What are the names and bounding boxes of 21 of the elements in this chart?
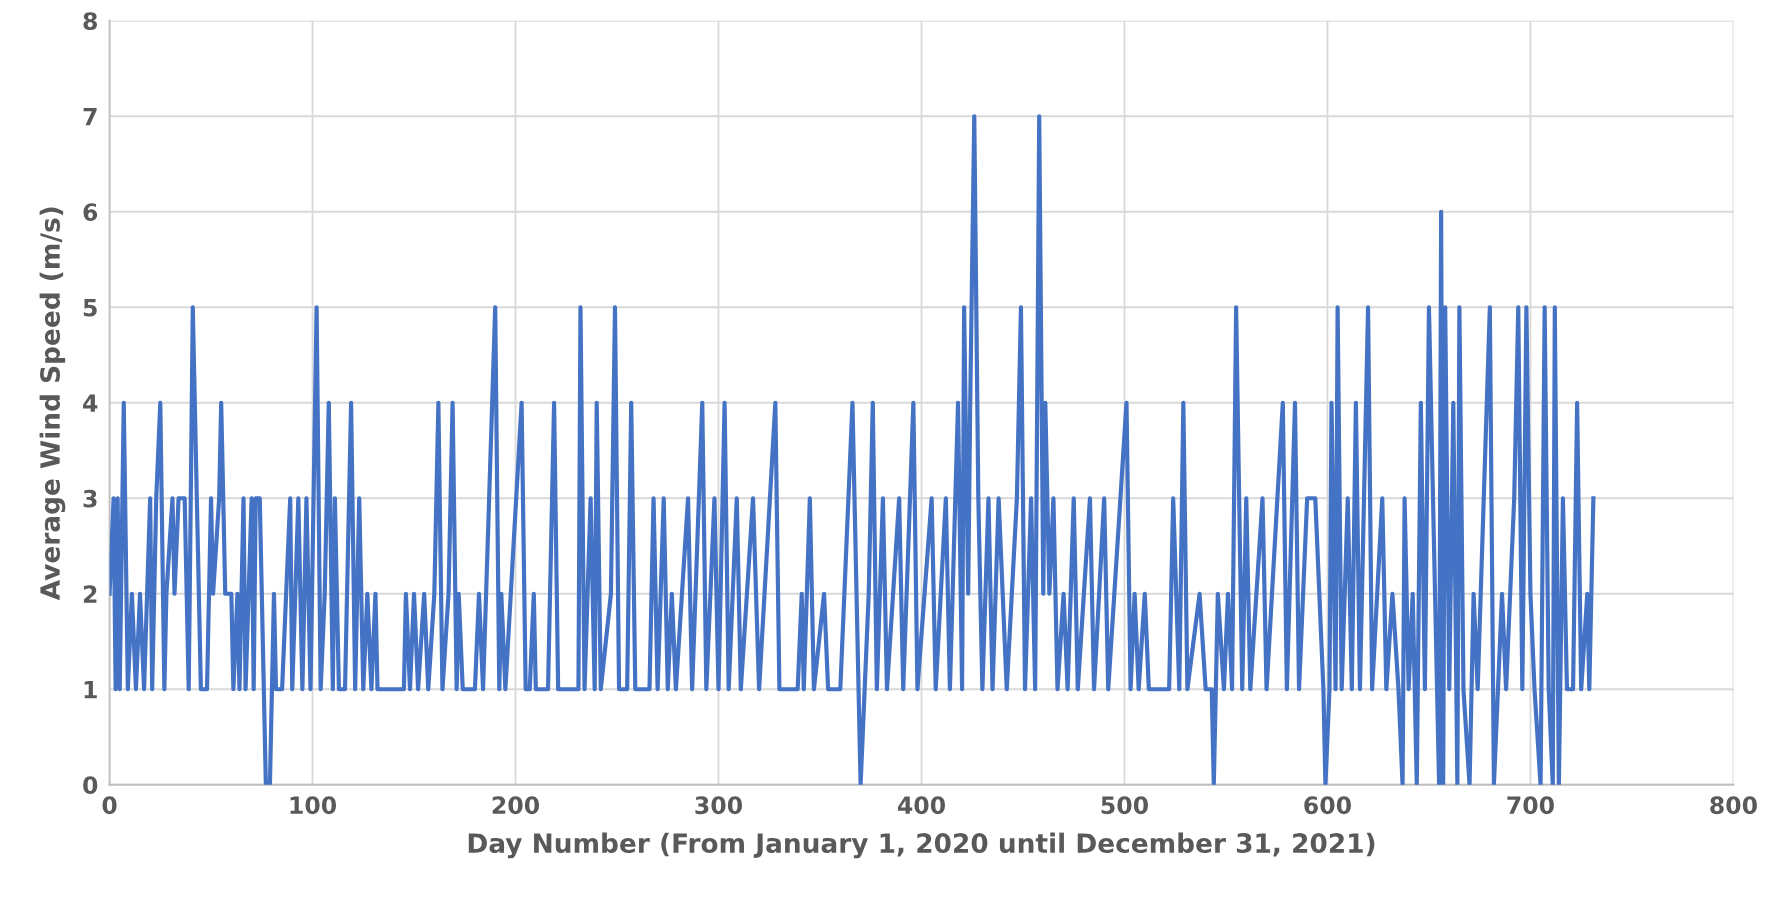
x-tick-label: 700 (1507, 796, 1554, 815)
line-series (109, 114, 1596, 785)
y-axis-title: Average Wind Speed (m/s) (39, 207, 66, 601)
x-tick-label: 200 (492, 796, 540, 815)
x-axis-title: Day Number (From January 1, 2020 until December 31, 2021) (468, 832, 1375, 859)
y-tick-label: 1 (84, 681, 97, 699)
y-tick-label: 2 (83, 585, 97, 603)
x-tick-label: 800 (1710, 796, 1757, 815)
y-tick-label: 4 (83, 394, 98, 412)
x-tick-label: 500 (1101, 796, 1148, 815)
x-tick-label: 0 (102, 796, 117, 815)
y-tick-label: 3 (83, 489, 97, 508)
x-tick-label: 300 (695, 796, 743, 815)
x-tick-label: 100 (290, 796, 337, 815)
y-tick-label: 0 (83, 776, 98, 795)
x-tick-label: 400 (897, 796, 945, 815)
y-tick-label: 8 (83, 12, 97, 31)
y-tick-label: 7 (83, 107, 97, 126)
y-tick-label: 6 (83, 203, 98, 222)
y-tick-label: 5 (83, 299, 97, 317)
x-tick-label: 600 (1304, 796, 1351, 815)
